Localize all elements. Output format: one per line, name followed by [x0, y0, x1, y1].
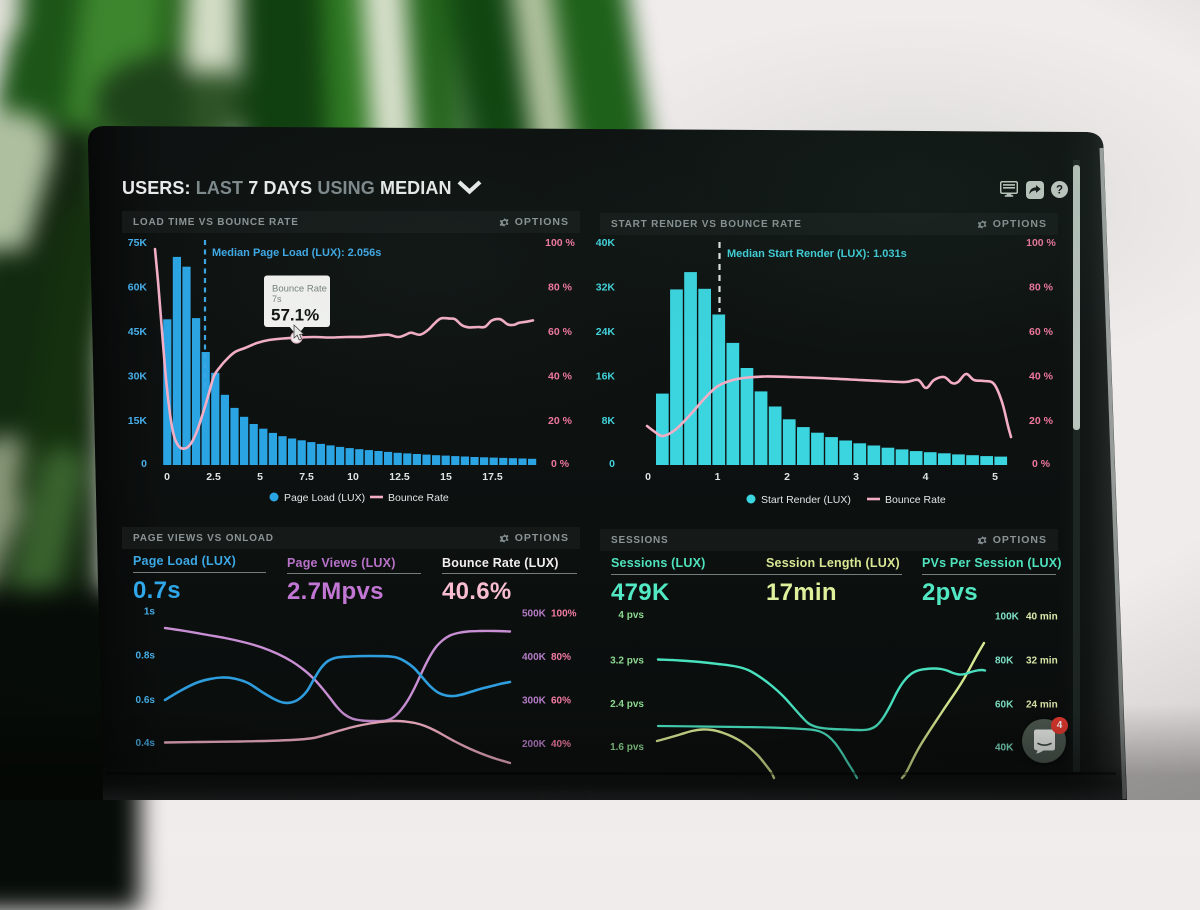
svg-text:24 min: 24 min [1026, 700, 1058, 711]
svg-text:17.5: 17.5 [482, 471, 503, 483]
svg-text:40K: 40K [596, 237, 616, 249]
svg-text:45K: 45K [128, 326, 148, 338]
svg-text:200K: 200K [522, 739, 547, 750]
svg-text:20 %: 20 % [1029, 415, 1054, 427]
svg-text:3: 3 [853, 471, 859, 483]
svg-text:60 %: 60 % [548, 326, 573, 338]
svg-text:8K: 8K [602, 415, 616, 427]
svg-text:60%: 60% [551, 696, 571, 707]
svg-text:2.4 pvs: 2.4 pvs [610, 699, 644, 710]
svg-text:100 %: 100 % [1026, 237, 1056, 249]
svg-text:60K: 60K [995, 700, 1014, 711]
svg-text:Bounce Rate: Bounce Rate [388, 492, 449, 504]
svg-text:16K: 16K [596, 371, 616, 383]
svg-text:Bounce Rate: Bounce Rate [885, 494, 946, 506]
svg-text:60 %: 60 % [1029, 326, 1054, 338]
svg-text:10: 10 [347, 471, 359, 483]
svg-text:40 %: 40 % [548, 371, 573, 383]
svg-text:Median Page Load (LUX): 2.056s: Median Page Load (LUX): 2.056s [212, 247, 381, 259]
svg-text:4 pvs: 4 pvs [618, 610, 644, 621]
svg-text:100%: 100% [551, 609, 577, 620]
svg-text:15: 15 [440, 471, 452, 483]
svg-text:7.5: 7.5 [299, 471, 314, 483]
svg-text:80%: 80% [551, 652, 571, 663]
svg-text:15K: 15K [128, 415, 148, 427]
svg-text:0: 0 [645, 471, 651, 483]
svg-text:75K: 75K [128, 237, 148, 249]
svg-text:1s: 1s [144, 607, 156, 618]
svg-text:32 min: 32 min [1026, 656, 1058, 667]
svg-text:0.8s: 0.8s [136, 651, 156, 662]
svg-text:20 %: 20 % [548, 415, 573, 427]
svg-text:Start Render (LUX): Start Render (LUX) [761, 494, 851, 506]
svg-text:4: 4 [923, 471, 929, 483]
svg-text:100 %: 100 % [545, 237, 575, 249]
svg-text:24K: 24K [596, 326, 616, 338]
svg-text:0: 0 [141, 458, 147, 470]
svg-text:80K: 80K [995, 656, 1014, 667]
svg-text:0: 0 [164, 471, 170, 483]
svg-text:?: ? [1056, 185, 1063, 197]
svg-text:2: 2 [784, 471, 790, 483]
svg-text:0.4s: 0.4s [136, 738, 156, 749]
svg-text:3.2 pvs: 3.2 pvs [610, 656, 644, 667]
svg-text:Page Load (LUX): Page Load (LUX) [284, 492, 365, 504]
svg-text:400K: 400K [522, 652, 547, 663]
svg-text:Median Start Render (LUX): 1.0: Median Start Render (LUX): 1.031s [727, 248, 907, 260]
svg-text:Bounce Rate: Bounce Rate [272, 284, 327, 295]
svg-text:7s: 7s [272, 294, 282, 304]
svg-text:5: 5 [992, 471, 998, 483]
svg-text:57.1%: 57.1% [271, 306, 319, 325]
svg-text:2.5: 2.5 [206, 471, 221, 483]
svg-text:30K: 30K [128, 371, 148, 383]
svg-text:500K: 500K [522, 609, 547, 620]
svg-text:0: 0 [609, 458, 615, 470]
svg-text:100K: 100K [995, 612, 1020, 623]
svg-text:60K: 60K [128, 282, 148, 294]
svg-text:32K: 32K [596, 282, 616, 294]
svg-text:40%: 40% [551, 739, 571, 750]
svg-text:1.6 pvs: 1.6 pvs [610, 742, 644, 753]
svg-text:300K: 300K [522, 696, 547, 707]
svg-text:0 %: 0 % [551, 458, 570, 470]
svg-text:40K: 40K [995, 743, 1014, 754]
svg-text:1: 1 [715, 471, 721, 483]
svg-text:40 %: 40 % [1029, 371, 1054, 383]
svg-text:80 %: 80 % [548, 282, 573, 294]
svg-text:40 min: 40 min [1026, 612, 1058, 623]
svg-text:0.6s: 0.6s [136, 695, 156, 706]
svg-text:5: 5 [257, 471, 263, 483]
svg-text:80 %: 80 % [1029, 282, 1054, 294]
svg-text:12.5: 12.5 [389, 471, 410, 483]
svg-text:0 %: 0 % [1032, 458, 1051, 470]
